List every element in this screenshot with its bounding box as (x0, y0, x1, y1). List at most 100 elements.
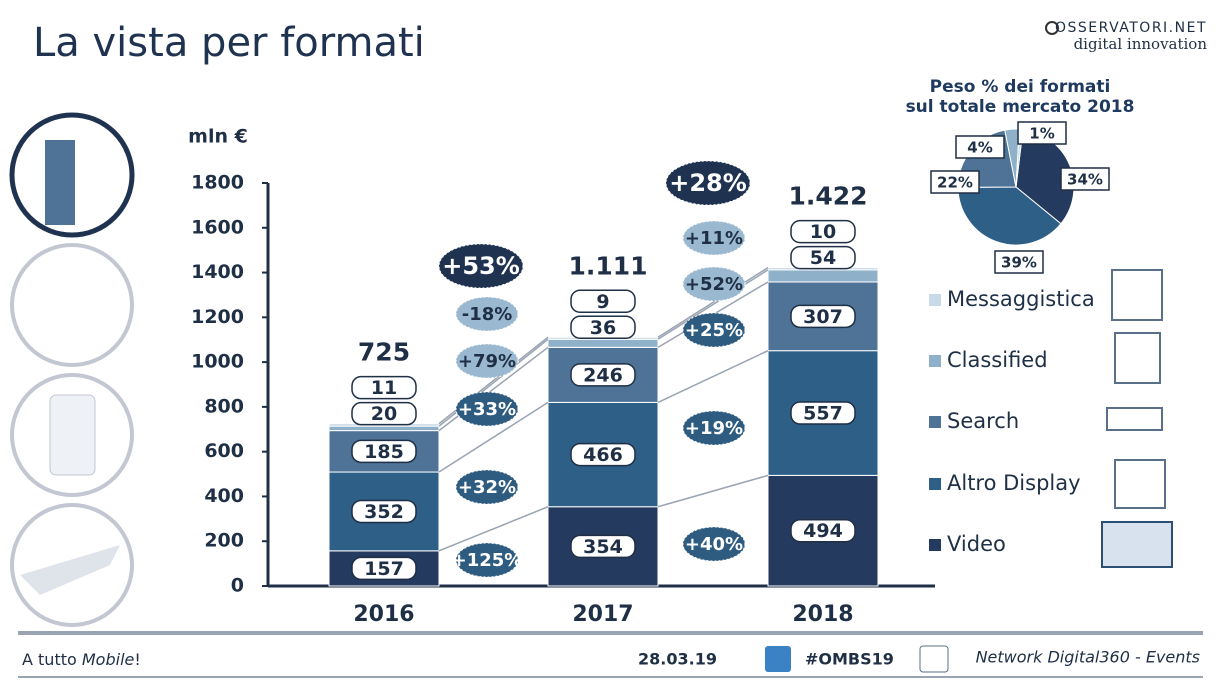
y-tick-label: 200 (204, 530, 244, 552)
growth-bubble (682, 312, 746, 348)
value-label-box (790, 401, 856, 425)
footer-part: ! (134, 650, 140, 669)
footer-left: A tutto Mobile! (22, 650, 141, 669)
growth-bubble (455, 296, 519, 332)
bar-segment (328, 425, 440, 432)
connector (657, 269, 769, 340)
growth-bubble (455, 542, 519, 578)
icon-shape (20, 545, 120, 595)
legend-swatch (929, 416, 941, 428)
value-label-box (570, 363, 636, 387)
value-label: 54 (810, 247, 836, 269)
side-icons (9, 112, 135, 627)
legend-swatch (929, 478, 941, 490)
legend-icons (1101, 269, 1173, 568)
bar-segment (547, 338, 659, 348)
network-icon (919, 645, 949, 673)
x-tick-label: 2018 (792, 602, 853, 627)
growth-label: +33% (458, 399, 516, 420)
pie-title: Peso % dei formati (930, 77, 1111, 97)
x-tick-label: 2017 (572, 602, 633, 627)
total-label: 725 (358, 338, 410, 367)
logo-name: OSSERVATORI.NET (1055, 20, 1207, 36)
value-label: 11 (371, 377, 397, 399)
footer-hashtag: #OMBS19 (805, 650, 894, 669)
pie-label-box (955, 135, 1005, 159)
total-label: 1.422 (788, 182, 867, 211)
y-tick-label: 1200 (191, 306, 244, 328)
pie-title: sul totale mercato 2018 (906, 97, 1135, 117)
legend-label: Search (947, 409, 1019, 433)
legend-swatch (929, 294, 941, 306)
value-label: 157 (364, 558, 404, 580)
growth-label: +52% (685, 274, 743, 295)
pie-label-box (994, 250, 1044, 274)
footer-part: Mobile (82, 650, 135, 669)
pie-label-box (930, 170, 980, 194)
value-label: 36 (590, 317, 616, 339)
icon-circle (10, 243, 134, 367)
legend-label: Messaggistica (947, 287, 1095, 311)
value-label-box (351, 499, 417, 524)
y-tick-label: 1600 (191, 216, 244, 238)
growth-label: +32% (458, 477, 516, 498)
legend-icon (1114, 459, 1166, 509)
y-tick-label: 400 (204, 485, 244, 507)
pie-label: 1% (1029, 125, 1054, 143)
value-label-box (351, 401, 417, 426)
value-label-box (790, 219, 856, 244)
footer-credit: Network Digital360 - Events (976, 648, 1200, 667)
logo-icon (1045, 21, 1059, 35)
legend-icon (1114, 332, 1161, 384)
value-label-box (351, 556, 417, 581)
value-label-box (570, 289, 636, 314)
y-tick-label: 800 (204, 395, 244, 417)
pie-label-box (1017, 121, 1067, 145)
pie-label: 22% (937, 174, 973, 192)
x-tick-label: 2016 (353, 602, 414, 627)
legend-swatch (929, 355, 941, 367)
twitter-icon (765, 646, 791, 672)
total-growth-label: +28% (669, 169, 747, 197)
value-label: 494 (803, 520, 843, 542)
icon-shape (49, 394, 96, 476)
growth-bubble (455, 469, 519, 505)
legend-label: Classified (947, 348, 1048, 372)
footer-date: 28.03.19 (638, 650, 717, 669)
logo-tagline: digital innovation (1074, 35, 1208, 53)
value-label: 20 (371, 403, 397, 425)
value-label-box (790, 304, 856, 329)
value-label: 9 (596, 291, 609, 313)
growth-label: -18% (462, 304, 513, 325)
value-label-box (351, 375, 417, 400)
y-tick-label: 600 (204, 440, 244, 462)
value-label: 307 (803, 306, 843, 328)
connector (438, 401, 549, 473)
pie-label: 39% (1001, 254, 1037, 272)
legend-label: Video (947, 532, 1006, 556)
growth-bubble (682, 220, 746, 256)
legend-label: Altro Display (947, 471, 1081, 495)
pie-slice (957, 186, 1062, 246)
growth-label: +79% (458, 351, 516, 372)
y-axis-label: mln € (188, 126, 248, 148)
total-growth-bubble (665, 160, 751, 206)
growth-label: +11% (685, 228, 743, 249)
pie-label: 34% (1067, 171, 1103, 189)
icon-shape (45, 140, 75, 225)
growth-label: +25% (685, 320, 743, 341)
growth-label: +40% (685, 534, 743, 555)
connector (438, 506, 549, 552)
y-tick-label: 1400 (191, 261, 244, 283)
connector (438, 346, 549, 432)
legend-icon (1106, 407, 1163, 431)
growth-label: +125% (452, 550, 523, 571)
value-label-box (790, 518, 856, 543)
slide-title: La vista per formati (33, 20, 425, 66)
growth-label: +19% (685, 418, 743, 439)
value-label-box (790, 245, 856, 270)
connector (657, 350, 769, 404)
footer-part: A tutto (22, 650, 82, 669)
growth-bubble (455, 391, 519, 427)
